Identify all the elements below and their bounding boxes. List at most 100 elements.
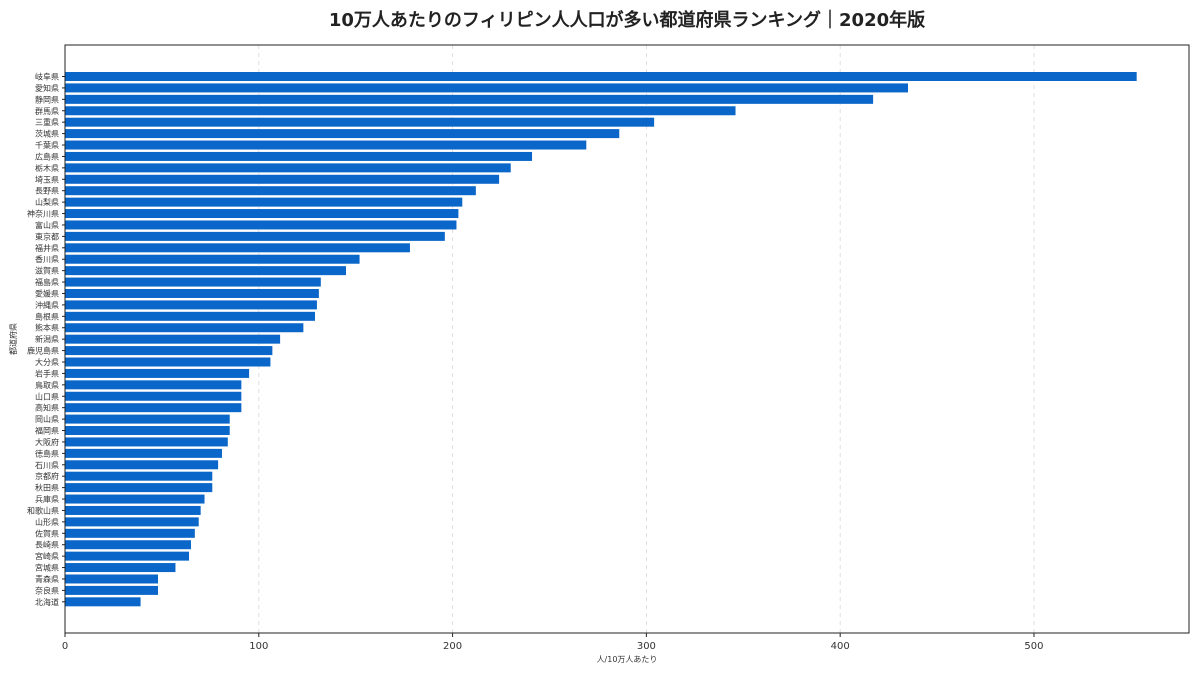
category-label: 和歌山県 — [27, 505, 59, 515]
bar — [65, 174, 500, 184]
bar — [65, 140, 587, 150]
bar — [65, 460, 219, 470]
category-label: 島根県 — [35, 311, 59, 321]
category-label: 栃木県 — [35, 163, 59, 173]
category-label: 長野県 — [35, 187, 59, 196]
category-label: 東京都 — [35, 231, 59, 241]
category-label: 奈良県 — [35, 585, 59, 595]
category-label: 福岡県 — [35, 427, 59, 436]
bar — [65, 471, 213, 481]
chart-title: 10万人あたりのフィリピン人人口が多い都道府県ランキング｜2020年版 — [329, 9, 925, 31]
category-label: 岡山県 — [35, 414, 59, 424]
x-tick-label: 400 — [831, 641, 850, 652]
category-label: 兵庫県 — [35, 494, 59, 504]
category-label: 青森県 — [35, 574, 59, 584]
bar — [65, 300, 317, 310]
category-label: 京都府 — [35, 471, 59, 481]
bar — [65, 72, 1137, 81]
bar — [65, 483, 213, 493]
category-label: 新潟県 — [35, 334, 59, 344]
bar — [65, 209, 459, 219]
bar — [65, 254, 360, 264]
bar — [65, 277, 321, 287]
x-tick-labels: 0 100 200 300 400 500 — [62, 633, 1044, 652]
bar — [65, 528, 195, 538]
category-label: 熊本県 — [35, 323, 59, 333]
bar — [65, 494, 205, 504]
category-label: 鹿児島県 — [27, 346, 59, 356]
category-label: 宮崎県 — [35, 551, 59, 561]
category-label: 岐阜県 — [35, 72, 59, 82]
category-label: 福井県 — [35, 243, 59, 253]
bar — [65, 574, 159, 584]
category-label: 岩手県 — [35, 368, 59, 378]
bar — [65, 380, 242, 390]
bar — [65, 597, 141, 607]
category-label: 佐賀県 — [35, 528, 59, 538]
bar — [65, 186, 476, 196]
bar — [65, 83, 908, 93]
bar — [65, 368, 250, 378]
category-label: 徳島県 — [35, 448, 59, 458]
x-tick-label: 200 — [443, 641, 462, 652]
bar — [65, 220, 457, 230]
y-axis-label: 都道府県 — [8, 323, 18, 355]
bar — [65, 151, 533, 161]
bar — [65, 357, 271, 367]
category-label: 山形県 — [35, 517, 59, 527]
category-label: 滋賀県 — [35, 266, 59, 276]
bar — [65, 94, 874, 104]
category-label: 北海道 — [35, 597, 59, 607]
bar — [65, 403, 242, 413]
category-label: 愛知県 — [35, 83, 59, 93]
bar — [65, 414, 230, 424]
plot-frame — [64, 44, 1190, 634]
category-label: 鳥取県 — [35, 380, 59, 390]
bar — [65, 517, 199, 527]
category-label: 秋田県 — [35, 483, 59, 493]
bars — [65, 72, 1137, 607]
category-label: 山口県 — [35, 391, 59, 401]
bar — [65, 129, 620, 139]
bar — [65, 243, 410, 253]
category-label: 香川県 — [35, 254, 59, 264]
x-tick-label: 500 — [1024, 641, 1043, 652]
category-label: 大分県 — [35, 357, 59, 367]
bar — [65, 163, 511, 173]
category-label: 愛媛県 — [35, 288, 59, 298]
category-label: 山梨県 — [35, 197, 59, 207]
x-tick-label: 100 — [249, 641, 268, 652]
category-label: 千葉県 — [35, 140, 59, 150]
category-label: 高知県 — [35, 403, 59, 413]
bar — [65, 448, 222, 458]
bar — [65, 585, 159, 595]
category-label: 沖縄県 — [35, 300, 59, 310]
bar — [65, 346, 273, 356]
bar — [65, 323, 304, 333]
bar — [65, 437, 228, 447]
category-labels: 岐阜県愛知県静岡県群馬県三重県茨城県千葉県広島県栃木県埼玉県長野県山梨県神奈川県… — [27, 72, 65, 607]
bar — [65, 117, 655, 127]
category-label: 福島県 — [35, 277, 59, 287]
category-label: 宮城県 — [35, 563, 59, 573]
bar — [65, 288, 319, 298]
bar — [65, 231, 445, 241]
category-label: 広島県 — [35, 151, 59, 161]
bar — [65, 197, 463, 207]
category-label: 神奈川県 — [27, 209, 59, 219]
category-label: 群馬県 — [35, 106, 59, 116]
x-tick-label: 0 — [62, 641, 68, 652]
category-label: 石川県 — [35, 461, 59, 470]
bar — [65, 311, 315, 321]
bar — [65, 563, 176, 573]
bar — [65, 391, 242, 401]
bar — [65, 266, 346, 276]
category-label: 富山県 — [35, 220, 59, 230]
category-label: 大阪府 — [35, 437, 59, 447]
category-label: 茨城県 — [35, 129, 59, 139]
x-axis-label: 人/10万人あたり — [597, 655, 658, 664]
x-tick-label: 300 — [637, 641, 656, 652]
category-label: 三重県 — [35, 117, 59, 127]
bar — [65, 540, 191, 550]
